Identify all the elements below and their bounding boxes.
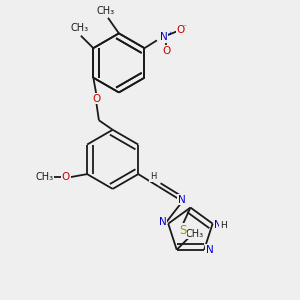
- Text: N: N: [159, 217, 167, 227]
- Text: N: N: [206, 245, 214, 255]
- Text: N: N: [160, 32, 168, 42]
- Text: O: O: [92, 94, 101, 104]
- Text: CH₃: CH₃: [97, 6, 115, 16]
- Text: ⁻: ⁻: [183, 22, 187, 31]
- Text: O: O: [176, 25, 184, 35]
- Text: CH₃: CH₃: [186, 229, 204, 238]
- Text: H: H: [220, 221, 226, 230]
- Text: N: N: [178, 195, 186, 205]
- Text: +: +: [167, 31, 172, 36]
- Text: O: O: [62, 172, 70, 182]
- Text: CH₃: CH₃: [70, 23, 88, 33]
- Text: H: H: [150, 172, 156, 181]
- Text: CH₃: CH₃: [35, 172, 53, 182]
- Text: S: S: [179, 224, 186, 237]
- Text: O: O: [162, 46, 170, 56]
- Text: N: N: [214, 220, 222, 230]
